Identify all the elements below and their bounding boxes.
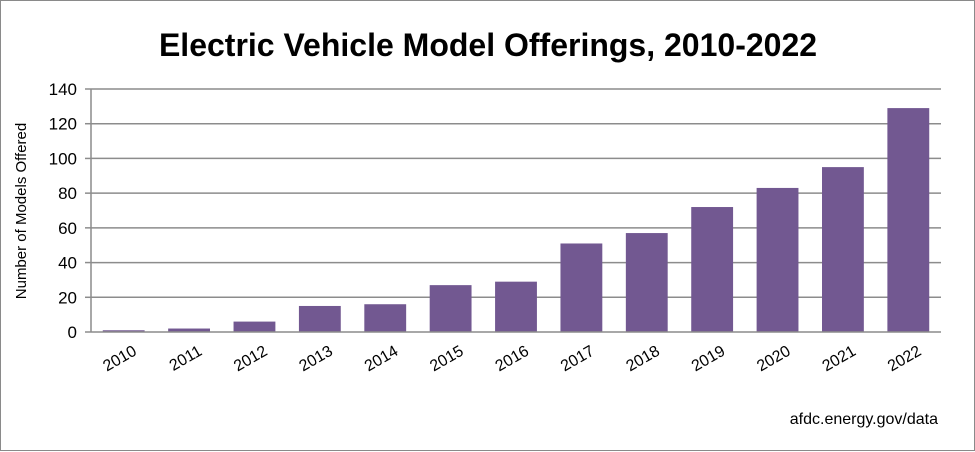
y-tick-label: 140 — [49, 80, 77, 99]
x-tick-label: 2012 — [231, 343, 270, 376]
x-tick-label: 2011 — [167, 343, 205, 375]
y-axis-label: Number of Models Offered — [13, 123, 30, 299]
y-tick-label: 20 — [58, 288, 77, 307]
bar-2021 — [822, 167, 864, 332]
bar-2010 — [102, 330, 145, 332]
x-tick-label: 2010 — [100, 343, 139, 376]
x-tick-label: 2013 — [297, 343, 336, 376]
bars — [102, 108, 930, 332]
bar-2017 — [560, 243, 603, 332]
bar-2016 — [495, 281, 537, 332]
y-tick-label: 80 — [58, 184, 77, 203]
x-tick-label: 2014 — [362, 343, 401, 376]
bar-2012 — [233, 321, 276, 332]
x-tick-label: 2022 — [885, 343, 924, 376]
y-tick-label: 60 — [58, 219, 77, 238]
chart-title: Electric Vehicle Model Offerings, 2010-2… — [159, 27, 817, 63]
x-tick-labels: 2010 2011 2012 2013 2014 2015 2016 2017 2018 2019… — [100, 343, 924, 376]
x-tick-label: 2020 — [754, 343, 793, 376]
source-label: afdc.energy.gov/data — [790, 411, 938, 428]
x-tick-label: 2017 — [558, 343, 597, 376]
x-tick-label: 2015 — [427, 343, 466, 376]
y-tick-labels: 0 20 40 60 80 100 120 140 — [49, 80, 77, 342]
x-tick-label: 2016 — [493, 343, 532, 376]
y-tick-label: 40 — [58, 254, 77, 273]
y-tick-label: 0 — [68, 323, 77, 342]
x-tick-label: 2018 — [623, 343, 662, 376]
bar-2013 — [298, 305, 341, 332]
bar-2018 — [625, 233, 668, 332]
bar-2019 — [691, 207, 734, 332]
bar-2014 — [364, 304, 407, 332]
x-tick-label: 2021 — [820, 343, 859, 376]
bar-2020 — [756, 187, 799, 332]
axes — [90, 89, 941, 333]
bar-2022 — [887, 108, 930, 332]
y-tick-label: 120 — [49, 115, 77, 134]
y-tick-label: 100 — [49, 149, 77, 168]
bar-2011 — [168, 328, 210, 332]
gridlines — [85, 88, 941, 333]
bar-2015 — [429, 285, 472, 332]
x-tick-label: 2019 — [689, 343, 728, 376]
